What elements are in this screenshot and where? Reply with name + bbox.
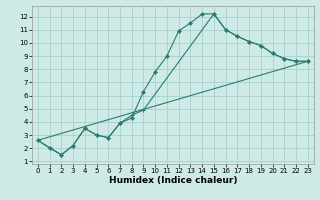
X-axis label: Humidex (Indice chaleur): Humidex (Indice chaleur) bbox=[108, 176, 237, 185]
